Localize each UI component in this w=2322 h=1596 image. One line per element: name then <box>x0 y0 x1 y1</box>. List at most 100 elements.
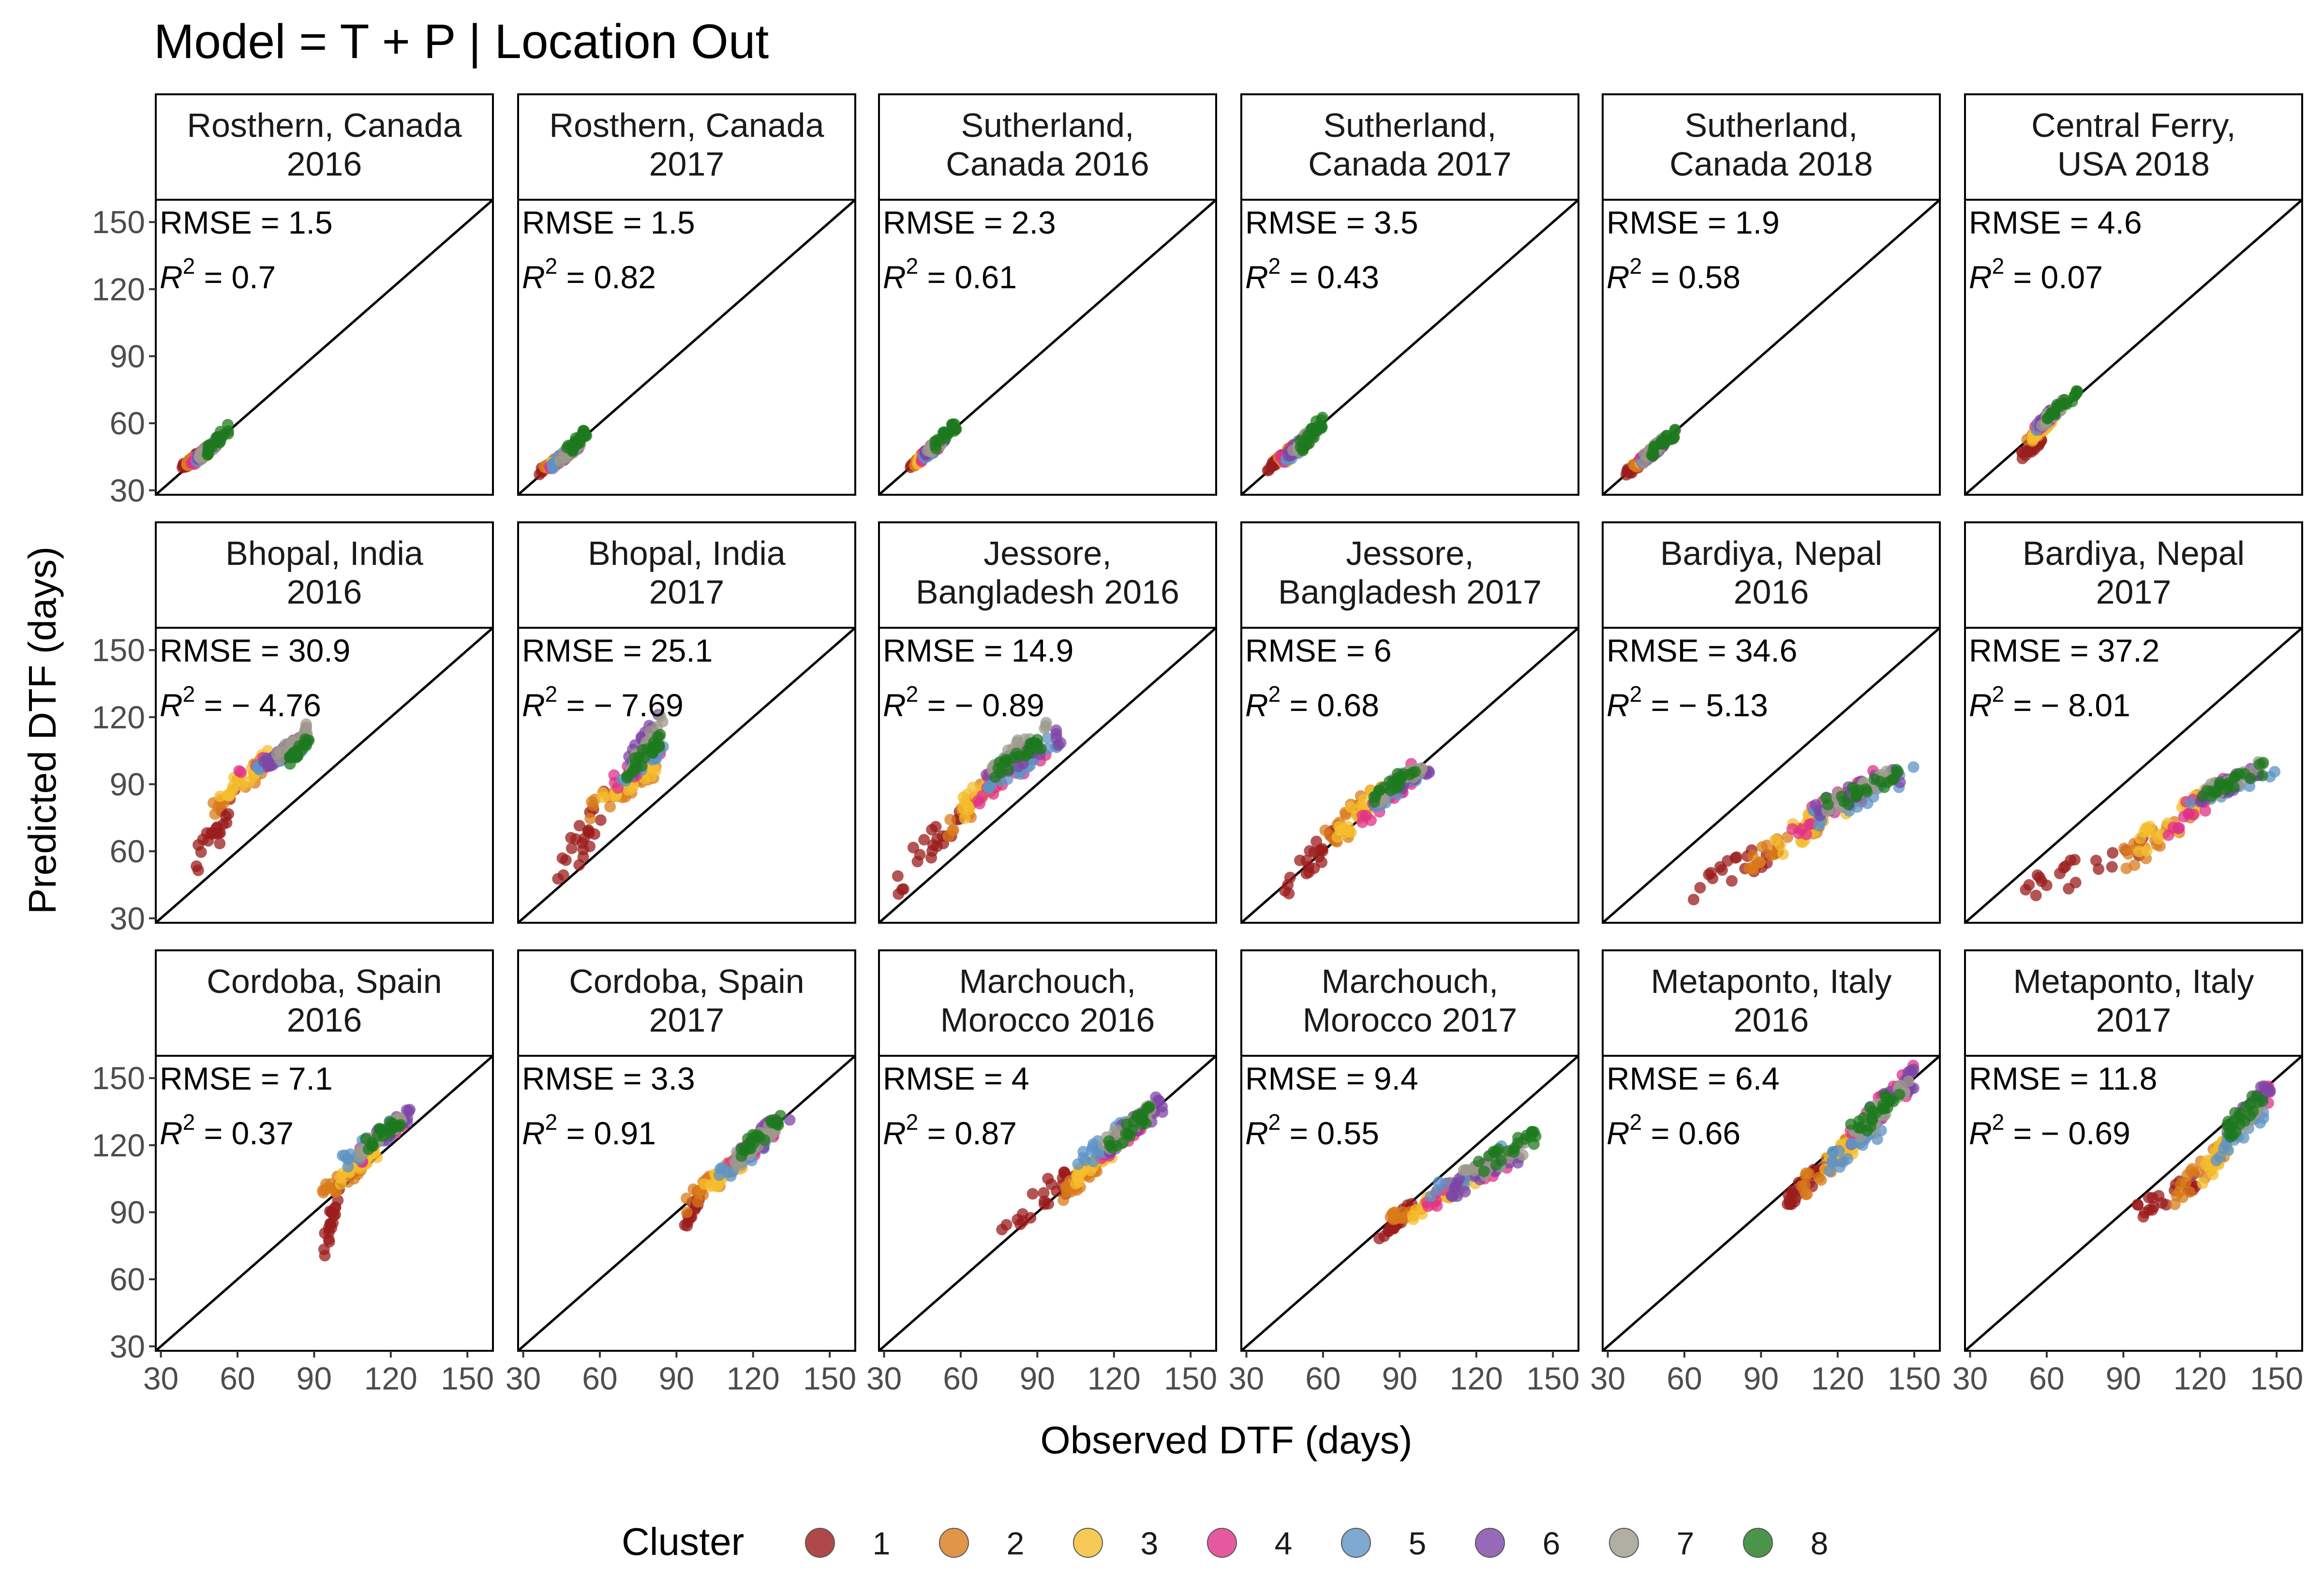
facet-strip-label: Jessore, <box>1346 534 1474 572</box>
x-tick-label: 150 <box>803 1360 856 1396</box>
x-tick-label: 90 <box>1020 1360 1055 1396</box>
data-point <box>1800 1169 1812 1182</box>
rmse-label: RMSE = 3.3 <box>522 1061 695 1096</box>
data-point <box>1459 1186 1471 1197</box>
plot-marks <box>1241 1056 1578 1351</box>
data-point <box>1027 1188 1039 1200</box>
data-point <box>759 1134 771 1146</box>
data-point <box>621 771 633 783</box>
r2-label: R2 = 0.07 <box>1969 253 2103 295</box>
data-point <box>1153 1095 1165 1107</box>
data-point <box>335 1178 347 1190</box>
data-point <box>577 426 589 438</box>
r2-value: − 7.69 <box>594 687 683 723</box>
facet-strip-label: Sutherland, <box>1323 106 1496 144</box>
data-point <box>1460 1164 1472 1176</box>
data-point <box>1038 1187 1050 1199</box>
facet-strip-label: Jessore, <box>983 534 1112 572</box>
x-tick-label: 120 <box>1811 1360 1864 1396</box>
data-point <box>2090 855 2102 867</box>
x-tick-label: 90 <box>2106 1360 2141 1396</box>
data-point <box>222 428 234 440</box>
data-point <box>193 839 204 851</box>
data-point <box>2122 848 2134 860</box>
data-point <box>1756 841 1768 853</box>
data-point <box>570 833 582 845</box>
r2-value: 0.37 <box>231 1115 293 1151</box>
data-point <box>243 776 255 788</box>
data-point <box>271 749 283 761</box>
facet-strip-label: Rosthern, Canada <box>187 106 461 144</box>
legend-label: 5 <box>1409 1525 1427 1561</box>
rmse-label: RMSE = 2.3 <box>883 205 1056 240</box>
data-point <box>947 824 959 836</box>
data-point <box>209 808 221 820</box>
data-point <box>1878 1103 1890 1115</box>
facet-strip-label: Cordoba, Spain <box>207 962 442 1000</box>
r2-label: R2 = − 4.76 <box>160 681 321 723</box>
data-point <box>573 859 585 871</box>
data-point <box>679 1219 691 1231</box>
r2-label: R2 = 0.91 <box>522 1109 656 1151</box>
rmse-label: RMSE = 14.9 <box>883 633 1073 668</box>
r2-value: 0.87 <box>954 1115 1016 1151</box>
facet-strip-label: 2017 <box>649 145 725 183</box>
data-point <box>1284 872 1296 884</box>
plot-marks <box>879 628 1216 923</box>
x-tick-label: 120 <box>1087 1360 1141 1396</box>
data-point <box>1025 1212 1037 1224</box>
data-point <box>1128 1116 1140 1128</box>
data-point <box>1705 867 1717 879</box>
data-point <box>1903 1075 1915 1087</box>
data-point <box>554 456 566 468</box>
plot-marks <box>1603 200 1940 495</box>
facet-strip-label: 2016 <box>287 145 362 183</box>
data-point <box>390 1120 402 1132</box>
data-point <box>1360 810 1372 822</box>
data-point <box>725 1170 737 1182</box>
facet-strip-label: Sutherland, <box>961 106 1134 144</box>
r2-value: − 8.01 <box>2040 687 2130 723</box>
legend-key <box>1743 1528 1773 1558</box>
legend: Cluster 1 2 3 4 5 6 7 8 <box>622 1520 1828 1563</box>
data-point <box>2269 766 2281 778</box>
data-point <box>2222 1144 2234 1156</box>
data-point <box>929 440 941 452</box>
data-point <box>1014 1218 1026 1230</box>
facet-strip <box>1964 521 2303 629</box>
x-tick-label: 30 <box>506 1360 541 1396</box>
data-point <box>227 780 239 792</box>
facet-strip <box>1602 93 1941 201</box>
data-point <box>1058 1166 1070 1178</box>
data-point <box>1526 1126 1538 1138</box>
data-point <box>1796 1180 1808 1192</box>
one-to-one-line <box>1965 628 2302 923</box>
data-point <box>1754 856 1766 868</box>
data-point <box>1042 732 1054 744</box>
r2-value: − 0.89 <box>954 687 1044 723</box>
data-point <box>897 883 909 895</box>
data-point <box>1439 1177 1451 1189</box>
data-point <box>967 782 979 794</box>
data-point <box>2107 847 2119 859</box>
data-point <box>1407 767 1419 779</box>
x-axis-title: Observed DTF (days) <box>1040 1419 1412 1462</box>
r2-label: R2 = 0.66 <box>1607 1109 1741 1151</box>
plot-marks <box>1241 200 1578 495</box>
data-point <box>360 1133 372 1145</box>
facet-strip-label: Cordoba, Spain <box>569 962 804 1000</box>
data-point <box>1103 1135 1115 1147</box>
plot-marks <box>1241 628 1578 923</box>
data-point <box>1848 785 1861 797</box>
facet-strip <box>1964 93 2303 201</box>
data-point <box>341 1153 353 1165</box>
data-point <box>323 1236 335 1248</box>
facet-strip-label: Rosthern, Canada <box>549 106 824 144</box>
r2-value: 0.58 <box>1678 259 1740 295</box>
data-point <box>2201 785 2213 797</box>
facet-strip-label: 2016 <box>287 1001 362 1039</box>
data-point <box>2016 452 2028 464</box>
x-tick-label: 120 <box>2173 1360 2227 1396</box>
